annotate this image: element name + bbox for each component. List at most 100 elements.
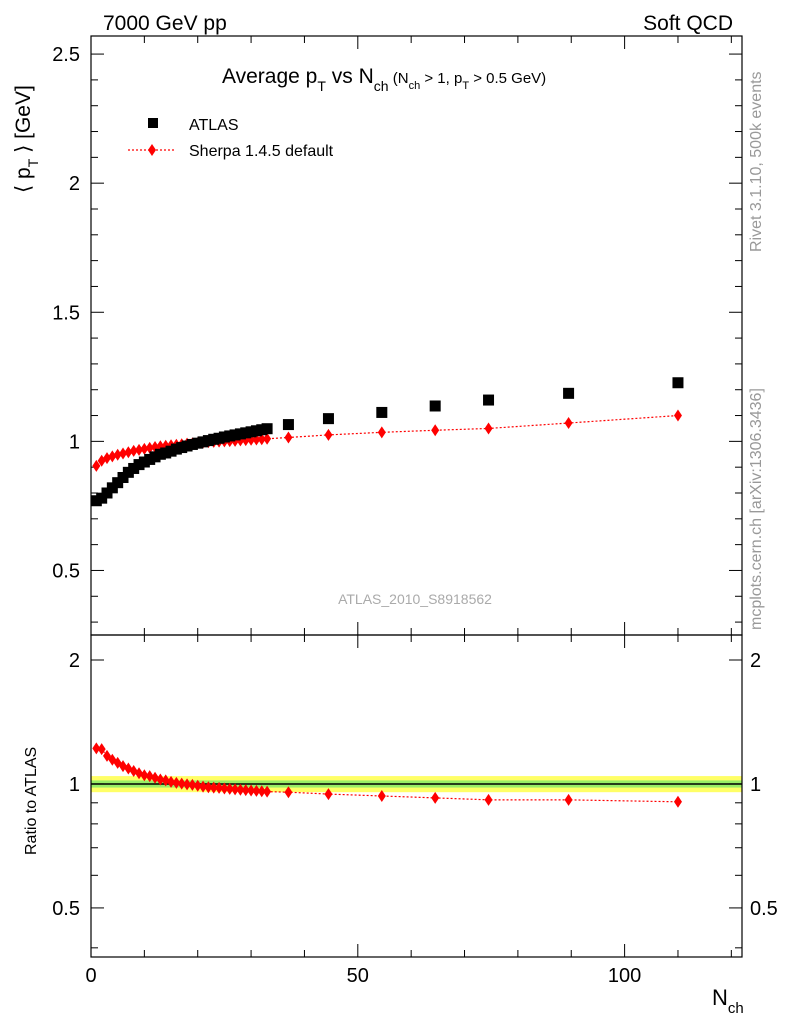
atlas-point — [322, 413, 334, 425]
sherpa-point — [263, 432, 272, 445]
y-tick-label-right: 0.5 — [750, 898, 778, 920]
sherpa-point — [431, 424, 440, 437]
main-x-ticks — [90, 36, 732, 635]
atlas-point — [563, 387, 575, 399]
ratio-sherpa-point — [252, 784, 261, 797]
ratio-sherpa-point — [97, 743, 106, 756]
sherpa-point — [140, 442, 149, 455]
ratio-sherpa-point — [199, 780, 208, 793]
ratio-sherpa-point — [92, 742, 101, 755]
sherpa-point — [119, 447, 128, 460]
ratio-sherpa-point — [263, 785, 272, 798]
ratio-sherpa-line — [96, 747, 678, 803]
sherpa-point — [124, 446, 133, 459]
ratio-sherpa-series — [92, 742, 682, 808]
ratio-sherpa-point — [231, 783, 240, 796]
ratio-sherpa-point — [215, 781, 224, 794]
energy-label: 7000 GeV pp — [103, 12, 227, 35]
ratio-sherpa-point — [673, 795, 682, 808]
x-tick-label: 0 — [85, 965, 96, 987]
ratio-x-ticks: 0 50 100 — [85, 635, 732, 987]
y-tick-label: 1 — [69, 431, 80, 453]
x-tick-label: 100 — [608, 965, 641, 987]
ratio-sherpa-point — [161, 774, 170, 787]
atlas-series — [90, 377, 684, 507]
sherpa-point — [564, 417, 573, 430]
atlas-point — [429, 400, 441, 412]
ratio-plot-frame — [90, 634, 743, 958]
sherpa-point — [103, 452, 112, 465]
ratio-sherpa-point — [204, 781, 213, 794]
sherpa-point — [324, 428, 333, 441]
ratio-sherpa-point — [172, 776, 181, 789]
sherpa-point — [377, 426, 386, 439]
ratio-sherpa-point — [484, 793, 493, 806]
ratio-sherpa-point — [220, 782, 229, 795]
x-axis-label: Nch — [712, 985, 744, 1017]
atlas-point — [376, 406, 388, 418]
sherpa-point — [257, 433, 266, 446]
legend-marker-sherpa — [148, 144, 156, 156]
legend-label-atlas: ATLAS — [189, 117, 239, 134]
ratio-sherpa-point — [247, 784, 256, 797]
ratio-sherpa-point — [167, 775, 176, 788]
sherpa-point — [145, 441, 154, 454]
category-label: Soft QCD — [643, 12, 733, 35]
analysis-watermark: ATLAS_2010_S8918562 — [338, 591, 492, 607]
ratio-sherpa-point — [156, 773, 165, 786]
sherpa-point — [284, 431, 293, 444]
atlas-point — [282, 419, 294, 431]
ratio-y-ticks: 0.5 0.5 1 1 2 2 — [52, 650, 778, 949]
ratio-sherpa-point — [151, 771, 160, 784]
sherpa-series — [92, 409, 682, 472]
sherpa-point — [108, 450, 117, 463]
ratio-sherpa-point — [257, 785, 266, 798]
atlas-point — [483, 394, 495, 406]
ratio-sherpa-point — [193, 779, 202, 792]
sherpa-point — [135, 443, 144, 456]
sherpa-point — [484, 422, 493, 435]
ratio-sherpa-point — [564, 793, 573, 806]
legend-marker-atlas — [148, 118, 158, 128]
ratio-sherpa-point — [324, 788, 333, 801]
ratio-sherpa-point — [188, 778, 197, 791]
ratio-sherpa-point — [431, 791, 440, 804]
ratio-sherpa-point — [140, 769, 149, 782]
atlas-point — [672, 377, 684, 389]
ratio-sherpa-point — [377, 789, 386, 802]
ratio-sherpa-point — [209, 781, 218, 794]
atlas-point — [261, 423, 273, 435]
main-title: Average pT vs Nch (Nch > 1, pT > 0.5 GeV… — [222, 65, 546, 94]
legend: ATLAS Sherpa 1.4.5 default — [128, 117, 334, 160]
ratio-sherpa-point — [145, 770, 154, 783]
ratio-panel: 0.5 0.5 1 1 2 2 0 50 100 Ratio to ATLAS Nch — [23, 634, 778, 1017]
main-panel: 0.5 1 1.5 2 2.5 Average pT vs Nch (Nch > 1, … — [12, 35, 743, 636]
y-tick-label: 1.5 — [52, 302, 80, 324]
ratio-y-axis-label: Ratio to ATLAS — [23, 747, 40, 855]
ratio-sherpa-point — [284, 786, 293, 799]
sherpa-point — [92, 459, 101, 472]
legend-label-sherpa: Sherpa 1.4.5 default — [189, 143, 334, 160]
sherpa-point — [113, 448, 122, 461]
y-tick-label-right: 2 — [750, 650, 761, 672]
y-tick-label: 2.5 — [52, 44, 80, 66]
y-tick-label: 1 — [69, 774, 80, 796]
ratio-sherpa-point — [236, 783, 245, 796]
mcplots-reference-label: mcplots.cern.ch [arXiv:1306.3436] — [748, 388, 765, 630]
rivet-version-label: Rivet 3.1.10, 500k events — [748, 71, 765, 252]
sherpa-point — [129, 444, 138, 457]
ratio-sherpa-point — [241, 784, 250, 797]
y-tick-label: 0.5 — [52, 560, 80, 582]
y-tick-label: 2 — [69, 173, 80, 195]
main-y-ticks: 0.5 1 1.5 2 2.5 — [52, 44, 742, 623]
y-tick-label: 2 — [69, 650, 80, 672]
y-tick-label: 0.5 — [52, 898, 80, 920]
ratio-sherpa-point — [225, 782, 234, 795]
ratio-sherpa-point — [177, 777, 186, 790]
ratio-sherpa-point — [183, 778, 192, 791]
y-tick-label-right: 1 — [750, 774, 761, 796]
sherpa-point — [673, 409, 682, 422]
main-y-axis-label: ⟨ pT ⟩ [GeV] — [12, 85, 41, 193]
x-tick-label: 50 — [347, 965, 369, 987]
